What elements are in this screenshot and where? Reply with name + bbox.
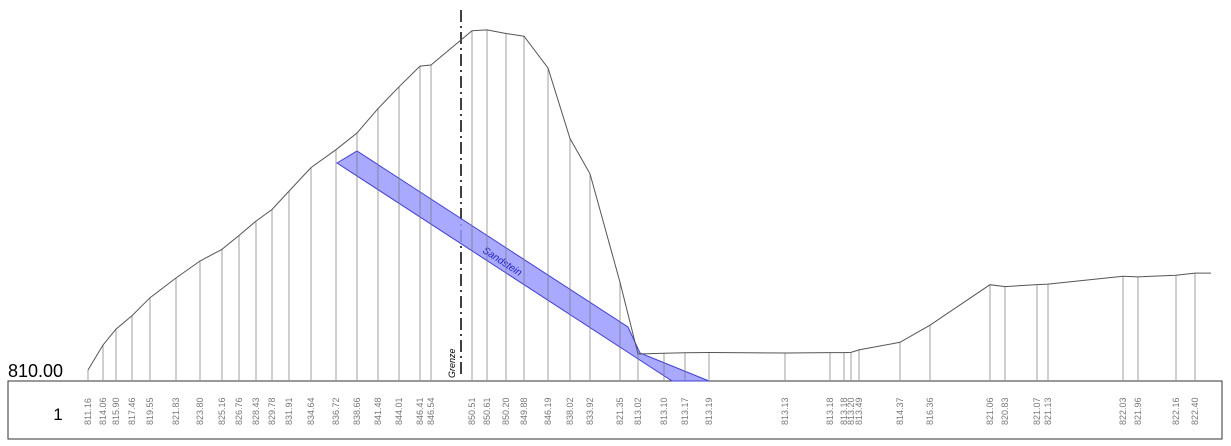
elevation-label: 831.91 (284, 397, 294, 425)
elevation-label: 813.17 (680, 397, 690, 425)
elevation-label: 819.55 (145, 397, 155, 425)
elevation-label: 838.66 (352, 397, 362, 425)
elevation-label: 828.43 (251, 397, 261, 425)
elevation-label: 822.40 (1190, 397, 1200, 425)
elevation-label: 814.06 (98, 397, 108, 425)
elevation-label: 822.16 (1171, 397, 1181, 425)
elevation-label: 813.18 (825, 397, 835, 425)
elevation-label: 833.92 (585, 397, 595, 425)
elevation-label: 813.19 (704, 397, 714, 425)
elevation-label: 820.83 (1000, 397, 1010, 425)
elevation-label: 816.36 (925, 397, 935, 425)
elevation-label: 836.72 (331, 397, 341, 425)
elevation-label: 846.54 (426, 397, 436, 425)
elevation-label: 826.76 (234, 397, 244, 425)
datum-label: 810.00 (8, 361, 63, 381)
row-label: 1 (53, 405, 62, 424)
elevation-label: 821.96 (1133, 397, 1143, 425)
elevation-label: 813.49 (854, 397, 864, 425)
elevation-label: 838.02 (565, 397, 575, 425)
elevation-label: 821.13 (1043, 397, 1053, 425)
elevation-label: 811.16 (83, 398, 93, 425)
elevation-label: 821.06 (985, 397, 995, 425)
elevation-label: 813.13 (780, 397, 790, 425)
elevation-label: 813.02 (633, 397, 643, 425)
elevation-label: 821.07 (1032, 397, 1042, 425)
profile-diagram: 810.00 1 Grenze Sandstein 811.16814.0681… (0, 0, 1231, 446)
elevation-label: 850.61 (482, 397, 492, 425)
elevation-label: 821.35 (615, 397, 625, 425)
elevation-label: 850.20 (501, 397, 511, 425)
elevation-label: 815.90 (111, 397, 121, 425)
sandstone-layer (337, 151, 709, 381)
elevation-label: 814.37 (895, 397, 905, 425)
elevation-label: 823.80 (195, 397, 205, 425)
boundary-label: Grenze (447, 348, 457, 378)
elevation-label: 841.48 (373, 397, 383, 425)
elevation-label: 846.41 (415, 397, 425, 425)
elevation-label: 813.10 (659, 397, 669, 425)
terrain-line (88, 30, 1195, 370)
elevation-label: 817.46 (127, 397, 137, 425)
elevation-label: 829.78 (267, 397, 277, 425)
elevation-label: 850.51 (467, 397, 477, 425)
elevation-label: 825.16 (217, 397, 227, 425)
elevation-label: 821.83 (171, 397, 181, 425)
elevation-label: 834.64 (306, 397, 316, 425)
elevation-label: 846.19 (543, 397, 553, 425)
elevation-label: 844.01 (394, 397, 404, 425)
elevation-label: 822.03 (1118, 397, 1128, 425)
elevation-label: 849.88 (519, 397, 529, 425)
